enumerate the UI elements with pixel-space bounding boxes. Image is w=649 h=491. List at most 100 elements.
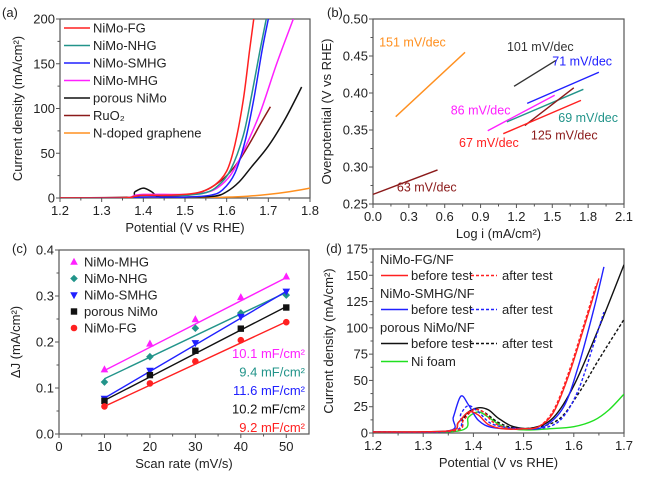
data-point xyxy=(146,371,154,379)
x-tick-label: 1.7 xyxy=(259,203,277,218)
fit-line-nimo-nhg xyxy=(104,291,287,380)
legend-label-before: before test xyxy=(411,268,473,283)
fit-line-nimo-mhg xyxy=(487,94,556,132)
data-point xyxy=(237,313,245,321)
data-point xyxy=(191,324,200,332)
legend-label: porous NiMo xyxy=(84,304,158,319)
panel-label: (a) xyxy=(2,5,18,20)
x-tick-label: 1.6 xyxy=(565,438,583,453)
y-tick-label: 0 xyxy=(361,426,368,441)
x-tick-label: 1.5 xyxy=(176,203,194,218)
x-tick-label: 10 xyxy=(97,439,111,454)
panel-label: (b) xyxy=(327,5,343,20)
x-tick-label: 0 xyxy=(55,439,62,454)
y-tick-label: 50 xyxy=(41,146,55,161)
series-line-nimo-fg xyxy=(60,19,255,198)
legend-marker xyxy=(70,308,78,315)
x-tick-label: 1.4 xyxy=(464,438,482,453)
x-axis-label: Scan rate (mV/s) xyxy=(135,456,233,471)
legend-marker xyxy=(70,274,78,283)
x-axis-label: Potential (V vs RHE) xyxy=(125,220,244,235)
y-axis-label: Overpotential (V vs RHE) xyxy=(319,39,334,185)
data-point xyxy=(283,304,290,311)
legend-group-title: NiMo-FG/NF xyxy=(380,252,454,267)
x-tick-label: 50 xyxy=(279,439,293,454)
legend-label: NiMo-SMHG xyxy=(84,288,158,303)
fit-line-nimo-smhg xyxy=(526,71,600,105)
legend-marker xyxy=(70,292,78,300)
data-point xyxy=(237,309,245,317)
capacitance-label: 9.4 mF/cm² xyxy=(239,365,305,380)
x-tick-label: 0.9 xyxy=(472,209,490,224)
series-line-ruo xyxy=(60,106,272,198)
data-point xyxy=(146,352,154,361)
panel-b-tafel-chart: 0.0 0.3 0.6 0.9 1.2 1.5 1.8 2.1 0.25 0.30 0.35 0.40… xyxy=(319,5,633,241)
tafel-slope-label: 125 mV/dec xyxy=(531,129,598,143)
tafel-slope-label: 69 mV/dec xyxy=(558,111,618,125)
y-axis-label: Current density (mA/cm²) xyxy=(10,36,25,181)
fit-line-ruo xyxy=(524,87,575,127)
y-tick-label: 150 xyxy=(33,56,55,71)
y-tick-label: 0.2 xyxy=(36,335,54,350)
data-point xyxy=(146,380,154,387)
data-point xyxy=(100,365,109,373)
data-point xyxy=(146,339,154,347)
legend-label-after: after test xyxy=(502,268,553,283)
y-tick-label: 0.30 xyxy=(343,160,368,175)
y-tick-label: 75 xyxy=(354,347,368,362)
x-tick-label: 1.8 xyxy=(579,209,597,224)
y-tick-label: 0.45 xyxy=(343,49,368,64)
panel-label: (d) xyxy=(326,241,342,256)
fit-line-nimo-fg xyxy=(503,99,582,135)
legend-label: NiMo-NHG xyxy=(93,38,157,53)
x-tick-label: 1.2 xyxy=(51,203,69,218)
fit-line-nimo-mhg xyxy=(104,276,287,372)
series-line-nimo-smhg-nf-before-test xyxy=(373,266,605,433)
x-tick-label: 1.3 xyxy=(414,438,432,453)
legend-label: porous NiMo xyxy=(93,91,167,106)
panel-d-stability-chart: 1.2 1.3 1.4 1.5 1.6 1.7 0 25 50 75 100 125 150 175 Pot… xyxy=(321,241,633,470)
x-tick-label: 2.1 xyxy=(615,209,633,224)
y-tick-label: 25 xyxy=(354,399,368,414)
legend-label: NiMo-NHG xyxy=(84,271,148,286)
data-point xyxy=(100,378,109,386)
legend-label-after: after test xyxy=(502,336,553,351)
tafel-slope-label: 86 mV/dec xyxy=(451,103,511,117)
capacitance-label: 10.2 mF/cm² xyxy=(232,402,306,417)
panel-a-lsv-chart: 1.2 1.3 1.4 1.5 1.6 1.7 1.8 0 50 100 150 200 Potenti… xyxy=(2,5,319,235)
legend-group-title: porous NiMo/NF xyxy=(380,320,475,335)
panel-label: (c) xyxy=(12,241,27,256)
data-point xyxy=(101,403,108,410)
y-tick-label: 0.3 xyxy=(36,289,54,304)
series-line-nimo-fg-nf-after-test xyxy=(373,283,598,433)
fit-line-nimo-nhg xyxy=(506,88,584,123)
x-tick-label: 1.4 xyxy=(134,203,152,218)
x-axis-label: Log i (mA/cm²) xyxy=(456,226,541,241)
x-tick-label: 40 xyxy=(234,439,248,454)
tafel-slope-label: 151 mV/dec xyxy=(379,35,446,49)
y-tick-label: 50 xyxy=(354,373,368,388)
legend-label: NiMo-FG xyxy=(93,21,146,36)
legend-label: NiMo-MHG xyxy=(84,255,149,270)
capacitance-label: 9.2 mF/cm² xyxy=(239,420,305,435)
x-tick-label: 0.6 xyxy=(436,209,454,224)
x-tick-label: 1.2 xyxy=(507,209,525,224)
tafel-slope-label: 67 mV/dec xyxy=(459,136,519,150)
tafel-slope-label: 101 mV/dec xyxy=(507,40,574,54)
y-tick-label: 0.1 xyxy=(36,381,54,396)
x-axis-label: Potential (V vs RHE) xyxy=(439,455,558,470)
data-point xyxy=(282,288,291,296)
data-point xyxy=(191,340,200,348)
x-tick-label: 20 xyxy=(143,439,157,454)
legend-group-title: NiMo-SMHG/NF xyxy=(380,286,475,301)
y-tick-label: 150 xyxy=(346,268,368,283)
y-tick-label: 0 xyxy=(48,191,55,206)
legend-marker xyxy=(70,324,78,332)
y-tick-label: 175 xyxy=(346,242,368,257)
legend-label: NiMo-FG xyxy=(84,321,137,336)
x-tick-label: 1.2 xyxy=(364,438,382,453)
y-tick-label: 0.4 xyxy=(36,243,54,258)
y-tick-label: 0.0 xyxy=(36,427,54,442)
data-point xyxy=(191,315,200,323)
